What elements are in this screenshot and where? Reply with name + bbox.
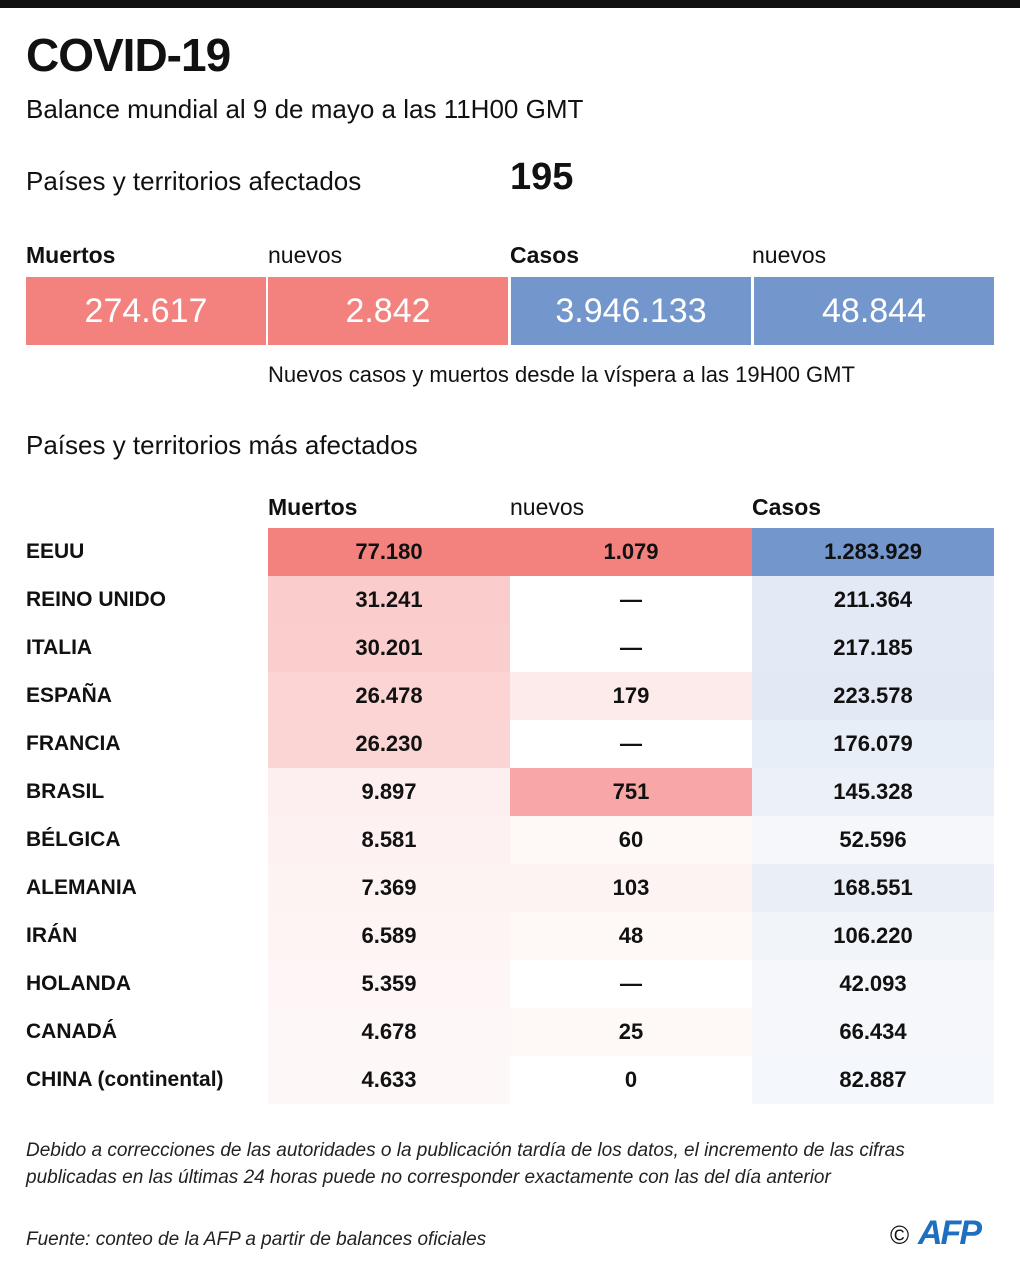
- col-header-cases: Casos: [752, 494, 822, 520]
- disclaimer-line-2: publicadas en las últimas 24 horas puede…: [26, 1167, 831, 1188]
- country-name: HOLANDA: [26, 972, 131, 995]
- cell-cases: 52.596: [752, 816, 994, 864]
- page-title: COVID-19: [26, 29, 231, 81]
- country-name: ITALIA: [26, 636, 93, 659]
- country-name: REINO UNIDO: [26, 588, 167, 611]
- deaths-total-box: 274.617: [26, 277, 266, 345]
- country-name: IRÁN: [26, 924, 78, 947]
- cell-deaths: 26.230: [268, 720, 510, 768]
- deaths-label: Muertos: [26, 242, 116, 268]
- cell-deaths: 26.478: [268, 672, 510, 720]
- disclaimer-line-1: Debido a correcciones de las autoridades…: [26, 1140, 905, 1161]
- cell-cases: 66.434: [752, 1008, 994, 1056]
- afp-logo: AFP: [918, 1214, 982, 1252]
- deaths-new-box: 2.842: [268, 277, 508, 345]
- cases-new-label: nuevos: [752, 242, 827, 268]
- cell-new: 25: [510, 1008, 752, 1056]
- country-name: CHINA (continental): [26, 1068, 224, 1091]
- cell-new: 0: [510, 1056, 752, 1104]
- table-title: Países y territorios más afectados: [26, 430, 418, 460]
- affected-label: Países y territorios afectados: [26, 166, 362, 196]
- summary-note: Nuevos casos y muertos desde la víspera …: [268, 362, 855, 387]
- cell-cases: 42.093: [752, 960, 994, 1008]
- country-name: EEUU: [26, 540, 85, 563]
- cell-cases: 145.328: [752, 768, 994, 816]
- affected-value: 195: [510, 156, 574, 198]
- cell-new: 60: [510, 816, 752, 864]
- deaths-new-label: nuevos: [268, 242, 343, 268]
- cell-new: 179: [510, 672, 752, 720]
- cell-new: —: [510, 960, 752, 1008]
- cell-deaths: 8.581: [268, 816, 510, 864]
- cell-deaths: 4.633: [268, 1056, 510, 1104]
- cases-label: Casos: [510, 242, 580, 268]
- cell-new: 103: [510, 864, 752, 912]
- col-header-new: nuevos: [510, 494, 585, 520]
- cell-deaths: 31.241: [268, 576, 510, 624]
- cell-cases: 217.185: [752, 624, 994, 672]
- cell-new: —: [510, 624, 752, 672]
- copyright-icon: ©: [890, 1220, 910, 1250]
- cell-deaths: 30.201: [268, 624, 510, 672]
- cell-deaths: 6.589: [268, 912, 510, 960]
- cell-new: 751: [510, 768, 752, 816]
- source: Fuente: conteo de la AFP a partir de bal…: [26, 1229, 487, 1250]
- cell-deaths: 9.897: [268, 768, 510, 816]
- cell-cases: 106.220: [752, 912, 994, 960]
- cases-new-box: 48.844: [754, 277, 994, 345]
- cell-deaths: 7.369: [268, 864, 510, 912]
- cell-new: 1.079: [510, 528, 752, 576]
- cell-cases: 82.887: [752, 1056, 994, 1104]
- country-name: CANADÁ: [26, 1020, 117, 1043]
- country-name: BRASIL: [26, 780, 105, 803]
- country-name: FRANCIA: [26, 732, 121, 755]
- cell-cases: 168.551: [752, 864, 994, 912]
- cell-deaths: 77.180: [268, 528, 510, 576]
- top-bar: [0, 0, 1020, 8]
- cell-cases: 223.578: [752, 672, 994, 720]
- cell-cases: 1.283.929: [752, 528, 994, 576]
- cell-deaths: 5.359: [268, 960, 510, 1008]
- country-name: BÉLGICA: [26, 828, 121, 851]
- disclaimer: Debido a correcciones de las autoridades…: [26, 1137, 905, 1191]
- cell-cases: 176.079: [752, 720, 994, 768]
- cell-cases: 211.364: [752, 576, 994, 624]
- cell-deaths: 4.678: [268, 1008, 510, 1056]
- cases-total-box: 3.946.133: [511, 277, 751, 345]
- col-header-deaths: Muertos: [268, 494, 358, 520]
- cell-new: 48: [510, 912, 752, 960]
- country-name: ALEMANIA: [26, 876, 137, 899]
- cell-new: —: [510, 576, 752, 624]
- country-name: ESPAÑA: [26, 684, 112, 707]
- cell-new: —: [510, 720, 752, 768]
- subtitle: Balance mundial al 9 de mayo a las 11H00…: [26, 94, 584, 124]
